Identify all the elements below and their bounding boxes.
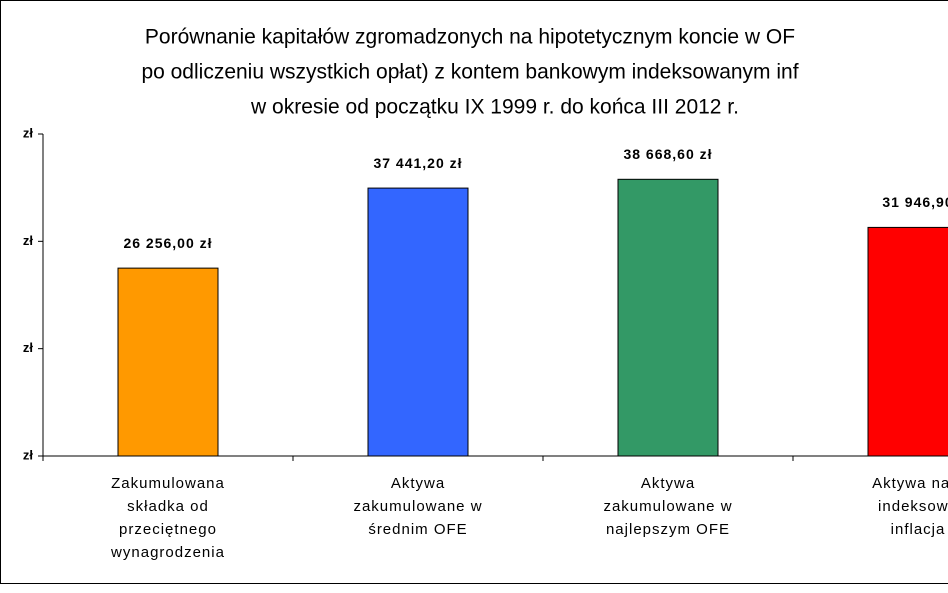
chart-title: Porównanie kapitałów zgromadzonych na hi… — [145, 26, 795, 49]
y-tick-label: zł — [23, 340, 34, 355]
value-label: 31 946,90 — [882, 194, 948, 210]
x-tick-label: Aktywa zakumulowane w najlepszym OFE — [603, 475, 732, 538]
x-tick-label: Zakumulowana składka od przeciętnego wynagr… — [110, 475, 225, 561]
x-tick-label: Aktywa na kindeksowainflacja — [872, 475, 948, 538]
value-label: 38 668,60 zł — [623, 146, 712, 162]
value-label: 26 256,00 zł — [123, 235, 212, 251]
y-tick-label: zł — [23, 233, 34, 248]
chart-title: w okresie od początku IX 1999 r. do końc… — [250, 96, 739, 119]
y-tick-label: zł — [23, 447, 34, 462]
bar — [367, 187, 469, 457]
x-tick-label: Aktywa zakumulowane w średnim OFE — [353, 475, 482, 538]
bar — [617, 178, 719, 457]
chart-title: po odliczeniu wszystkich opłat) z kontem… — [141, 61, 798, 84]
value-label: 37 441,20 zł — [373, 155, 462, 171]
y-tick-label: zł — [23, 125, 34, 140]
bar — [867, 226, 948, 457]
bar — [117, 267, 219, 457]
